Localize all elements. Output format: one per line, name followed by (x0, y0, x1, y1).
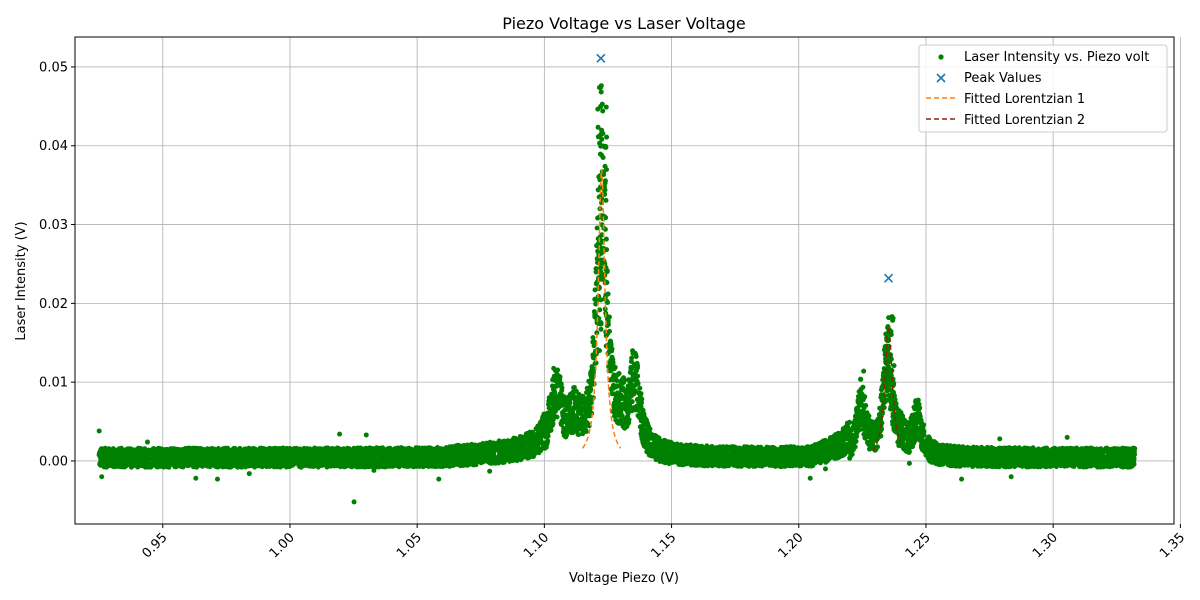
scatter-point (363, 432, 369, 438)
scatter-point (337, 431, 343, 437)
scatter-point (193, 475, 199, 481)
scatter-point (436, 476, 442, 482)
scatter-band (96, 127, 1138, 470)
legend-scatter-swatch (938, 54, 944, 60)
scatter-point (99, 452, 105, 458)
legend-label-peaks: Peak Values (964, 71, 1042, 86)
scatter-point (1008, 474, 1014, 480)
scatter-point (807, 475, 813, 481)
y-axis: 0.00 0.01 0.02 0.03 0.04 0.05 (39, 60, 75, 469)
scatter-point (959, 476, 965, 482)
scatter-point (1064, 434, 1070, 440)
scatter-point (96, 428, 102, 434)
peak-marker (883, 273, 894, 283)
scatter-point (997, 436, 1003, 442)
legend: Laser Intensity vs. Piezo volt Peak Valu… (918, 44, 1168, 133)
scatter-point (822, 466, 828, 472)
x-axis-label: Voltage Piezo (V) (569, 571, 679, 586)
scatter-point (487, 468, 493, 474)
scatter-point (351, 499, 357, 505)
legend-label-fit1: Fitted Lorentzian 1 (964, 92, 1085, 107)
scatter-point (246, 471, 252, 477)
y-tick-label: 0.03 (39, 218, 68, 233)
legend-peak-swatch (936, 73, 946, 83)
scatter-point (214, 476, 220, 482)
chart-title: Piezo Voltage vs Laser Voltage (502, 14, 745, 33)
scatter-point (145, 439, 151, 445)
fitted-curves (581, 169, 902, 452)
scatter-point (861, 368, 867, 374)
legend-label-fit2: Fitted Lorentzian 2 (964, 113, 1085, 128)
scatter-point (99, 474, 105, 480)
fitted-lorentzian-1 (581, 169, 622, 449)
y-tick-label: 0.04 (39, 139, 68, 154)
y-axis-label: Laser Intensity (V) (14, 221, 29, 340)
scatter-point (371, 467, 377, 473)
legend-box (918, 44, 1168, 133)
y-tick-label: 0.00 (39, 454, 68, 469)
y-tick-label: 0.05 (39, 60, 68, 75)
axes-frame (74, 36, 1175, 525)
y-tick-label: 0.02 (39, 297, 68, 312)
scatter-point (455, 442, 461, 448)
scatter-point (906, 460, 912, 466)
peak-markers (596, 53, 894, 283)
fitted-lorentzian-2 (872, 325, 902, 452)
peak-marker (596, 53, 606, 63)
legend-label-scatter: Laser Intensity vs. Piezo volt (964, 50, 1149, 65)
plot-area (96, 53, 1138, 505)
y-tick-label: 0.01 (39, 376, 68, 391)
